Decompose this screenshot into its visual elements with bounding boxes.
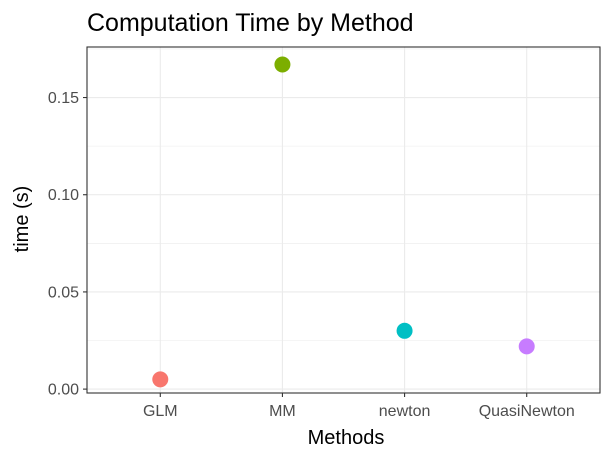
x-axis: GLM MM newton QuasiNewton [143,393,575,420]
x-tick-label: newton [379,403,431,420]
data-point-mm [274,56,291,73]
data-point-newton [396,322,413,339]
x-tick-label: MM [269,403,296,420]
y-axis: 0.00 0.05 0.10 0.15 [48,90,87,399]
y-tick-label: 0.05 [48,284,79,301]
plot-panel-border [86,46,601,394]
chart-title: Computation Time by Method [87,9,414,37]
y-tick-label: 0.15 [48,90,79,107]
x-axis-title: Methods [308,427,385,449]
x-tick-label: QuasiNewton [479,403,575,420]
x-tick-label: GLM [143,403,178,420]
data-points [152,56,535,388]
data-point-quasinewton [518,338,535,355]
y-axis-title: time (s) [11,186,33,253]
y-tick-label: 0.10 [48,187,79,204]
minor-gridlines [87,48,600,341]
y-tick-label: 0.00 [48,382,79,399]
plot-panel [86,46,601,394]
major-gridlines [87,47,600,393]
data-point-glm [152,371,169,388]
plot-panel-background [87,47,600,393]
